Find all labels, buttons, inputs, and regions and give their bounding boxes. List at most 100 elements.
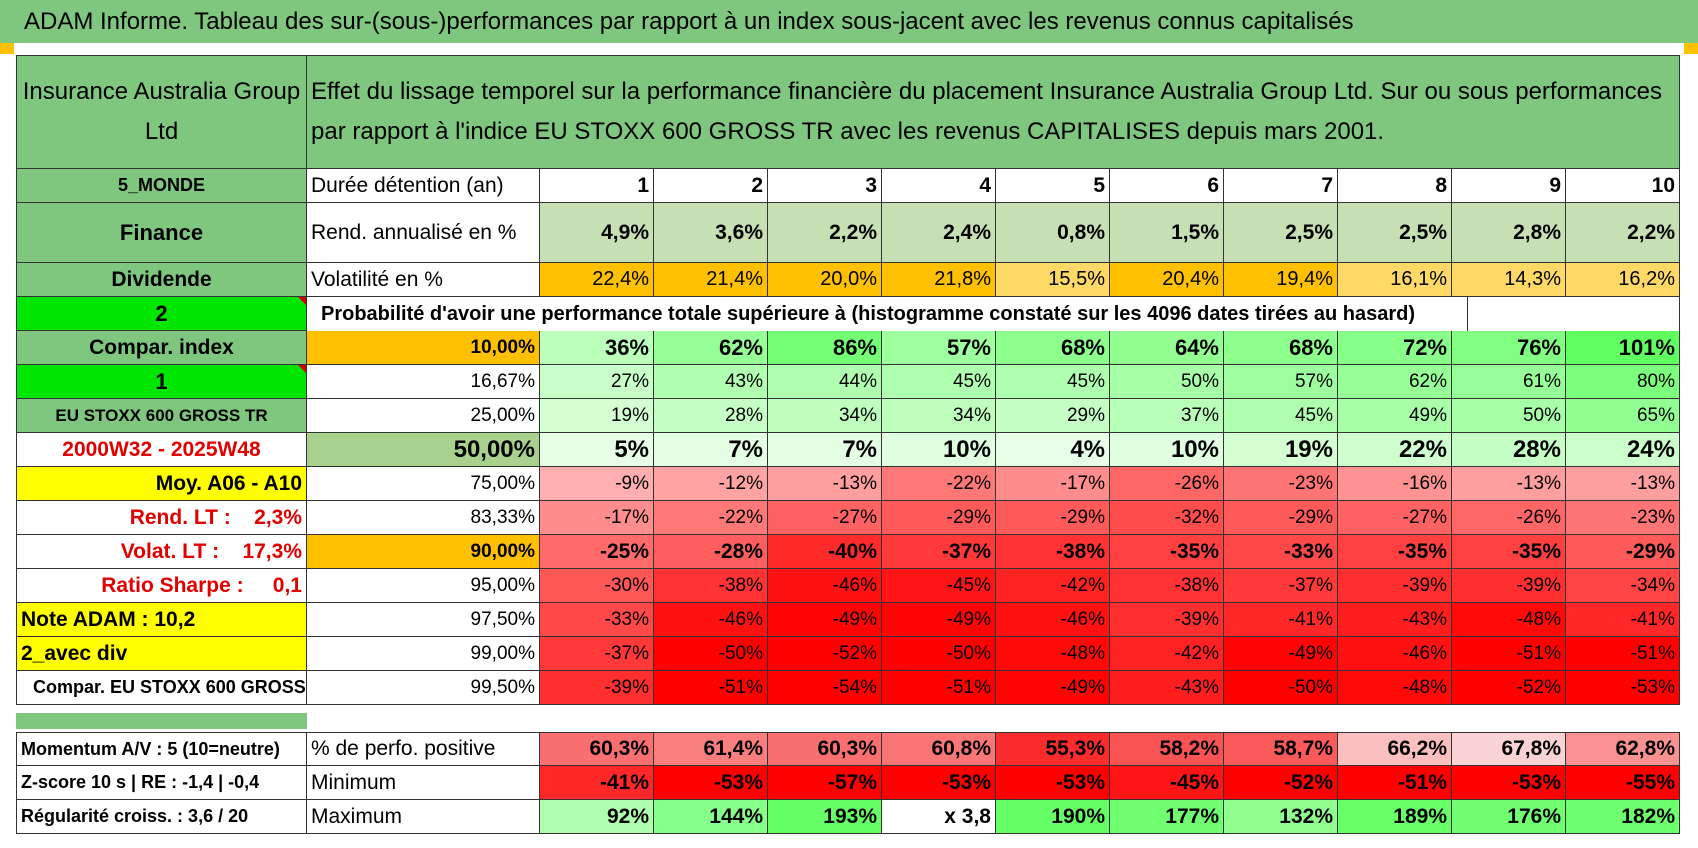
percentile-value: -51%	[654, 671, 768, 705]
type-cell: Dividende	[16, 263, 307, 297]
percentile-value: -33%	[540, 603, 654, 637]
volat-value: 21,4%	[654, 263, 768, 297]
percentile-value: -33%	[1224, 535, 1338, 569]
rend-value: 2,5%	[1224, 203, 1338, 263]
pct-pos-value: 61,4%	[654, 732, 768, 766]
percentile-label: 95,00%	[307, 569, 540, 603]
rend-value: 2,2%	[1566, 203, 1680, 263]
percentile-value: -51%	[882, 671, 996, 705]
table-description: Effet du lissage temporel sur la perform…	[307, 55, 1680, 169]
percentile-value: 49%	[1338, 399, 1452, 433]
percentile-value: 19%	[1224, 433, 1338, 467]
percentile-value: 68%	[1224, 331, 1338, 365]
pct-pos-value: 55,3%	[996, 732, 1110, 766]
volat-value: 14,3%	[1452, 263, 1566, 297]
percentile-value: -28%	[654, 535, 768, 569]
volat-value: 15,5%	[996, 263, 1110, 297]
percentile-value: -13%	[1566, 467, 1680, 501]
selector-cell-2[interactable]: 1	[16, 365, 307, 399]
percentile-value: 68%	[996, 331, 1110, 365]
momentum-cell: Momentum A/V : 5 (10=neutre)	[16, 732, 307, 766]
percentile-value: -9%	[540, 467, 654, 501]
percentile-label: 83,33%	[307, 501, 540, 535]
percentile-value: -39%	[540, 671, 654, 705]
percentile-value: -26%	[1452, 501, 1566, 535]
maximum-value: 193%	[768, 800, 882, 834]
minimum-value: -53%	[1452, 766, 1566, 800]
rend-value: 2,5%	[1338, 203, 1452, 263]
percentile-value: -12%	[654, 467, 768, 501]
percentile-value: -50%	[654, 637, 768, 671]
percentile-value: -46%	[768, 569, 882, 603]
sheet-corner-marker-left	[0, 43, 14, 54]
minimum-value: -53%	[654, 766, 768, 800]
percentile-value: 65%	[1566, 399, 1680, 433]
percentile-value: 27%	[540, 365, 654, 399]
volat-value: 16,1%	[1338, 263, 1452, 297]
rend-value: 0,8%	[996, 203, 1110, 263]
pct-pos-label: % de perfo. positive	[307, 732, 540, 766]
maximum-value: 189%	[1338, 800, 1452, 834]
percentile-value: -17%	[540, 501, 654, 535]
pct-pos-value: 60,3%	[768, 732, 882, 766]
percentile-value: -27%	[1338, 501, 1452, 535]
maximum-value: 132%	[1224, 800, 1338, 834]
percentile-value: -23%	[1566, 501, 1680, 535]
percentile-value: 101%	[1566, 331, 1680, 365]
percentile-value: 57%	[1224, 365, 1338, 399]
volat-label: Volatilité en %	[307, 263, 540, 297]
percentile-value: -29%	[882, 501, 996, 535]
percentile-value: -25%	[540, 535, 654, 569]
percentile-value: -49%	[882, 603, 996, 637]
percentile-value: -46%	[1338, 637, 1452, 671]
year-header: 3	[768, 169, 882, 203]
year-header: 1	[540, 169, 654, 203]
rend-value: 4,9%	[540, 203, 654, 263]
proba-label: Probabilité d'avoir une performance tota…	[307, 297, 1467, 331]
percentile-value: -34%	[1566, 569, 1680, 603]
minimum-label: Minimum	[307, 766, 540, 800]
percentile-value: -35%	[1452, 535, 1566, 569]
proba-row-spacer	[1467, 297, 1680, 331]
sector-cell: Finance	[16, 203, 307, 263]
comment-indicator-icon	[298, 297, 306, 305]
percentile-value: 28%	[1452, 433, 1566, 467]
percentile-value: 62%	[1338, 365, 1452, 399]
maximum-label: Maximum	[307, 800, 540, 834]
pct-pos-value: 60,8%	[882, 732, 996, 766]
sheet-corner-marker-right	[1684, 43, 1698, 54]
percentile-value: 10%	[882, 433, 996, 467]
volat-value: 19,4%	[1224, 263, 1338, 297]
percentile-value: -48%	[1452, 603, 1566, 637]
selector-cell-1[interactable]: 2	[16, 297, 307, 331]
percentile-value: 19%	[540, 399, 654, 433]
percentile-value: 62%	[654, 331, 768, 365]
note-adam-cell: Note ADAM : 10,2	[16, 603, 307, 637]
compar-full-cell: Compar. EU STOXX 600 GROSS TR	[16, 671, 307, 705]
percentile-value: 34%	[882, 399, 996, 433]
percentile-value: 50%	[1110, 365, 1224, 399]
percentile-value: -52%	[768, 637, 882, 671]
percentile-value: -32%	[1110, 501, 1224, 535]
percentile-value: -16%	[1338, 467, 1452, 501]
percentile-value: -43%	[1110, 671, 1224, 705]
percentile-value: -49%	[996, 671, 1110, 705]
percentile-value: 36%	[540, 331, 654, 365]
year-header: 6	[1110, 169, 1224, 203]
minimum-value: -53%	[882, 766, 996, 800]
percentile-value: 76%	[1452, 331, 1566, 365]
minimum-value: -53%	[996, 766, 1110, 800]
maximum-value: 92%	[540, 800, 654, 834]
maximum-value: 177%	[1110, 800, 1224, 834]
year-header: 7	[1224, 169, 1338, 203]
percentile-value: 34%	[768, 399, 882, 433]
pct-pos-value: 58,2%	[1110, 732, 1224, 766]
percentile-value: -51%	[1452, 637, 1566, 671]
percentile-value: -40%	[768, 535, 882, 569]
moy-cell: Moy. A06 - A10	[16, 467, 307, 501]
percentile-value: -29%	[996, 501, 1110, 535]
selector-value-2: 1	[155, 368, 168, 394]
year-header: 2	[654, 169, 768, 203]
year-header: 4	[882, 169, 996, 203]
pct-pos-value: 62,8%	[1566, 732, 1680, 766]
